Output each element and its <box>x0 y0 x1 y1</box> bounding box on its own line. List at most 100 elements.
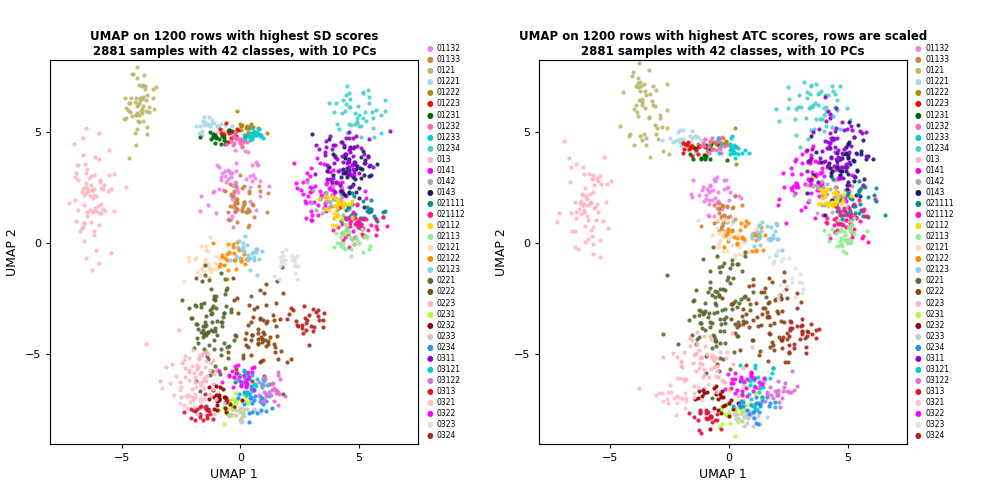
Point <box>681 138 698 146</box>
Point <box>637 88 653 96</box>
Point <box>224 405 240 413</box>
Point <box>699 406 715 414</box>
Point <box>201 276 217 284</box>
Point <box>196 113 212 121</box>
Point <box>823 169 839 177</box>
Point <box>365 114 381 122</box>
Point <box>841 204 857 212</box>
Point <box>830 134 846 142</box>
Point <box>335 215 351 223</box>
Point <box>675 135 691 143</box>
Point <box>698 141 714 149</box>
Point <box>774 246 790 255</box>
Point <box>751 408 767 416</box>
Point <box>194 128 210 136</box>
Point <box>340 159 356 167</box>
Point <box>797 204 813 212</box>
Point <box>735 317 751 325</box>
Point <box>816 192 833 200</box>
Point <box>786 344 802 352</box>
Point <box>234 135 250 143</box>
Point <box>86 227 102 235</box>
Point <box>734 417 750 425</box>
Point <box>80 187 96 196</box>
Point <box>835 247 851 255</box>
Point <box>369 217 385 225</box>
Point <box>134 82 150 90</box>
Point <box>747 231 763 239</box>
Point <box>586 181 602 190</box>
Point <box>233 382 249 390</box>
Point <box>317 202 333 210</box>
Point <box>360 226 376 234</box>
Point <box>820 139 836 147</box>
Point <box>840 239 856 247</box>
Point <box>818 214 835 222</box>
Point <box>722 419 738 427</box>
Point <box>235 390 251 398</box>
Point <box>228 399 244 407</box>
Point <box>817 188 834 197</box>
Point <box>239 122 255 130</box>
Point <box>135 117 151 125</box>
Text: 0143: 0143 <box>925 188 944 197</box>
Point <box>258 390 274 398</box>
Point <box>804 129 821 137</box>
Point <box>235 138 251 146</box>
Point <box>295 329 311 337</box>
Point <box>326 159 342 167</box>
Point <box>364 108 380 116</box>
Point <box>631 59 647 67</box>
Point <box>78 190 94 198</box>
Point <box>678 397 695 405</box>
Point <box>231 390 247 398</box>
Point <box>850 191 866 199</box>
Point <box>221 167 237 175</box>
Point <box>715 247 731 255</box>
Point <box>345 165 361 173</box>
Point <box>344 213 360 221</box>
Point <box>746 376 762 385</box>
Point <box>213 370 229 378</box>
Point <box>172 393 188 401</box>
Point <box>235 242 251 250</box>
Point <box>224 410 240 418</box>
Point <box>708 199 724 207</box>
Point <box>844 229 860 237</box>
Point <box>793 297 809 305</box>
Point <box>367 214 383 222</box>
Point <box>825 82 841 90</box>
Point <box>684 176 701 184</box>
Point <box>213 176 229 184</box>
Point <box>725 149 741 157</box>
Point <box>709 367 725 375</box>
Text: 03122: 03122 <box>436 376 461 385</box>
Point <box>236 131 252 139</box>
Point <box>351 219 367 227</box>
Point <box>210 121 226 130</box>
Point <box>318 190 334 198</box>
Point <box>338 191 354 199</box>
Point <box>715 140 731 148</box>
Point <box>704 146 720 154</box>
Point <box>129 63 145 71</box>
Point <box>774 306 790 314</box>
Point <box>223 137 239 145</box>
Point <box>867 195 883 203</box>
Point <box>715 202 731 210</box>
Point <box>741 391 757 399</box>
Point <box>737 222 753 230</box>
Point <box>727 348 743 356</box>
Point <box>233 122 249 130</box>
Point <box>205 415 221 423</box>
Point <box>360 153 376 161</box>
Point <box>322 184 338 192</box>
Point <box>718 231 734 239</box>
Point <box>797 180 813 188</box>
Point <box>700 146 716 154</box>
Point <box>231 237 247 245</box>
Point <box>235 202 251 210</box>
Point <box>201 328 217 336</box>
Point <box>716 232 732 240</box>
Point <box>732 377 748 385</box>
